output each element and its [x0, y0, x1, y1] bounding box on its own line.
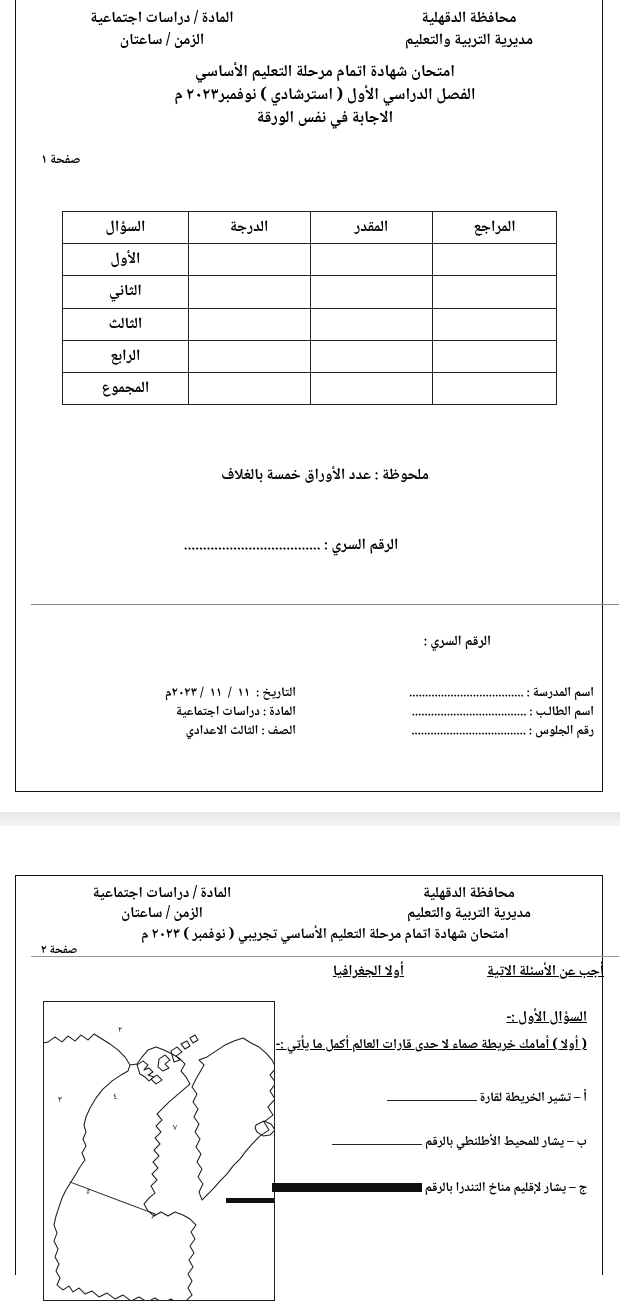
svg-text:٢: ٢ — [118, 1022, 122, 1038]
svg-text:٤: ٤ — [113, 1089, 117, 1105]
svg-text:٥: ٥ — [86, 1184, 90, 1200]
svg-text:٧: ٧ — [173, 1120, 177, 1136]
svg-text:٣: ٣ — [58, 1092, 62, 1108]
